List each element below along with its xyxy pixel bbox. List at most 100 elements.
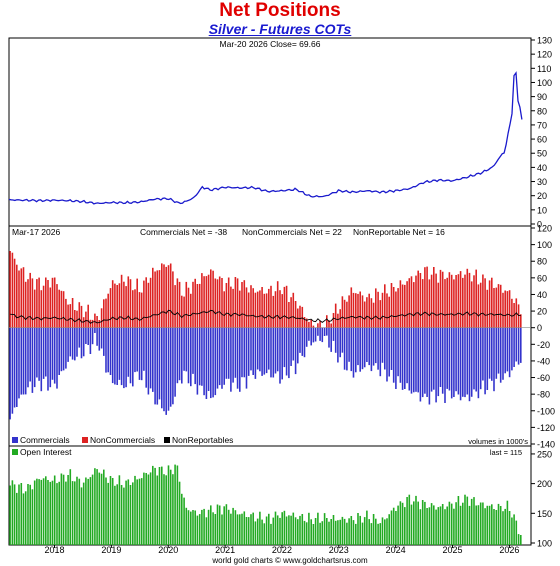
commercials-bar <box>243 327 246 378</box>
open-interest-bar <box>390 510 393 545</box>
commercials-bar <box>430 327 433 392</box>
open-interest-bar <box>129 485 132 545</box>
commercials-bar <box>78 327 81 348</box>
open-interest-bar <box>446 506 448 545</box>
commercials-bar <box>305 327 308 347</box>
commercials-bar <box>29 327 31 382</box>
noncommercials-bar <box>285 285 288 328</box>
noncommercials-bar <box>406 281 408 328</box>
noncommercials-bar <box>33 289 36 328</box>
open-interest-bar <box>319 522 321 545</box>
noncommercials-bar <box>437 282 440 328</box>
commercials-bar <box>247 327 250 376</box>
commercials-bar <box>334 327 337 353</box>
noncommercials-bar <box>276 281 279 328</box>
noncommercials-bar <box>172 271 174 328</box>
x-tick-label: 2021 <box>215 545 235 555</box>
open-interest-bar <box>410 504 413 545</box>
noncommercials-bar <box>241 282 243 328</box>
open-interest-bar <box>212 512 214 545</box>
commercials-bar <box>87 327 89 345</box>
noncommercials-bar <box>85 311 87 328</box>
noncommercials-bar <box>270 285 272 328</box>
open-interest-bar <box>156 475 159 545</box>
open-interest-bar <box>145 473 147 545</box>
open-interest-bar <box>479 502 482 545</box>
noncommercials-bar <box>232 288 234 328</box>
commercials-bar <box>252 327 254 375</box>
noncommercials-bar <box>58 289 60 328</box>
y-tick-label-net: 0 <box>537 323 542 333</box>
y-tick-label-net: -100 <box>537 406 555 416</box>
net-units-note: volumes in 1000's <box>468 437 528 446</box>
open-interest-bar <box>482 502 484 545</box>
commercials-bar <box>397 327 399 377</box>
noncommercials-bar <box>20 268 23 328</box>
open-interest-bar <box>495 510 498 545</box>
open-interest-bar <box>455 502 457 545</box>
open-interest-bar <box>136 479 138 545</box>
noncommercials-bar <box>417 270 419 328</box>
open-interest-bar <box>457 496 460 545</box>
commercials-bar <box>388 327 390 377</box>
commercials-bar <box>45 327 47 377</box>
open-interest-bar <box>348 518 350 545</box>
noncommercials-bar <box>459 271 462 328</box>
commercials-bar <box>210 327 212 399</box>
commercials-bar <box>285 327 288 376</box>
open-interest-bar <box>426 508 428 545</box>
open-interest-bar <box>502 511 504 545</box>
open-interest-bar <box>18 484 20 545</box>
open-interest-bar <box>508 511 511 545</box>
commercials-bar <box>265 327 268 374</box>
open-interest-bar <box>51 480 54 545</box>
open-interest-bar <box>294 517 297 545</box>
open-interest-bar <box>355 523 357 545</box>
oi-annotation-last: last = 115 <box>490 448 522 457</box>
open-interest-bar <box>464 494 466 545</box>
commercials-bar <box>254 327 257 379</box>
commercials-bar <box>299 327 301 353</box>
commercials-bar <box>65 327 67 369</box>
commercials-bar <box>386 327 388 382</box>
noncommercials-bar <box>475 269 477 328</box>
commercials-bar <box>314 327 317 342</box>
commercials-bar <box>109 327 112 375</box>
open-interest-bar <box>192 510 194 545</box>
noncommercials-bar <box>154 271 156 328</box>
open-interest-bar <box>493 509 495 545</box>
open-interest-bar <box>147 474 150 545</box>
open-interest-bar <box>466 496 469 545</box>
noncommercials-bar <box>265 293 268 328</box>
commercials-bar <box>361 327 364 370</box>
commercials-bar <box>47 327 49 391</box>
noncommercials-bar <box>250 285 252 328</box>
noncommercials-bar <box>163 264 165 328</box>
commercials-bar <box>497 327 500 374</box>
noncommercials-bar <box>413 282 415 328</box>
commercials-bar <box>437 327 440 397</box>
noncommercials-bar <box>395 291 397 328</box>
commercials-bar <box>441 327 444 394</box>
commercials-bar <box>33 327 36 388</box>
noncommercials-bar <box>424 267 426 328</box>
noncommercials-bar <box>310 319 312 328</box>
commercials-bar <box>216 327 219 389</box>
noncommercials-bar <box>357 293 359 328</box>
open-interest-bar <box>415 495 417 545</box>
noncommercials-bar <box>158 270 161 328</box>
noncommercials-bar <box>511 298 513 328</box>
open-interest-bar <box>368 519 370 545</box>
commercials-bar <box>24 327 27 395</box>
open-interest-bar <box>314 518 317 545</box>
open-interest-bar <box>401 502 404 545</box>
open-interest-bar <box>433 505 435 545</box>
noncommercials-bar <box>502 292 504 328</box>
commercials-bar <box>317 327 319 336</box>
commercials-bar <box>468 327 471 402</box>
commercials-bar <box>82 327 85 357</box>
commercials-bar <box>499 327 502 383</box>
noncommercials-bar <box>397 288 399 328</box>
noncommercials-bar <box>428 279 431 328</box>
commercials-bar <box>261 327 263 376</box>
